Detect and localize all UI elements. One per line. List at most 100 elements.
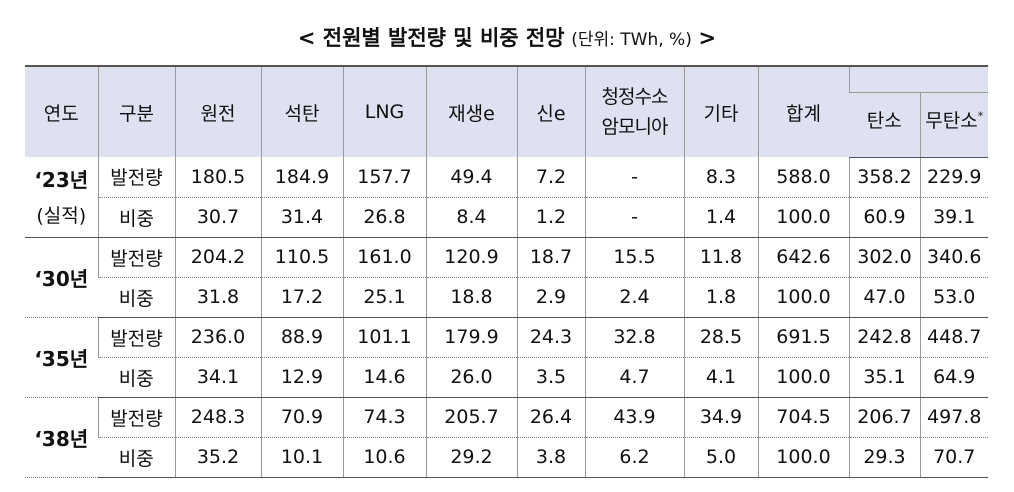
kind-cell: 발전량	[97, 157, 175, 198]
value-coal: 31.4	[260, 197, 343, 238]
table-row: 비중 35.2 10.1 10.6 29.2 3.8 6.2 5.0 100.0…	[25, 437, 988, 478]
value-total: 100.0	[757, 357, 849, 398]
kind-cell: 비중	[98, 437, 175, 478]
kind-cell: 비중	[97, 197, 175, 238]
value-other: 28.5	[683, 317, 758, 358]
value-new-energy: 3.5	[516, 357, 585, 398]
year-note-2023: (실적)	[25, 197, 98, 238]
value-total: 100.0	[757, 437, 849, 478]
table-row: (실적) 비중 30.7 31.4 26.8 8.4 1.2 - 1.4 100…	[25, 197, 988, 238]
header-carbon-free-label: 무탄소	[925, 110, 978, 132]
title-unit: (단위: TWh, %)	[571, 30, 692, 50]
value-nuclear: 31.8	[174, 277, 261, 318]
value-nuclear: 180.5	[174, 157, 261, 198]
header-clean-hydrogen-line2: 암모니아	[601, 116, 669, 138]
header-nuclear: 원전	[174, 65, 261, 157]
value-clean-hydrogen: 4.7	[584, 357, 684, 398]
table-row: ‘30년 발전량 204.2 110.5 161.0 120.9 18.7 15…	[25, 237, 988, 318]
title-main: < 전원별 발전량 및 비중 전망	[297, 26, 565, 50]
year-cell-2023: ‘23년	[34, 168, 89, 192]
value-clean-hydrogen: 32.8	[584, 317, 684, 358]
value-other: 34.9	[683, 397, 758, 438]
table-row: 비중 34.1 12.9 14.6 26.0 3.5 4.7 4.1 100.0…	[25, 357, 988, 398]
value-new-energy: 2.9	[516, 277, 585, 318]
header-carbon-free: 무탄소*	[919, 91, 988, 158]
value-renewable: 49.4	[425, 157, 517, 198]
value-nuclear: 34.1	[174, 357, 261, 398]
value-other: 5.0	[683, 437, 758, 478]
header-year: 연도	[25, 65, 98, 157]
value-new-energy: 1.2	[516, 197, 585, 238]
value-lng: 25.1	[342, 277, 426, 318]
value-renewable: 179.9	[425, 317, 517, 358]
value-other: 8.3	[683, 157, 758, 198]
header-coal: 석탄	[260, 65, 343, 157]
title-close: >	[698, 26, 717, 50]
value-lng: 26.8	[342, 197, 426, 238]
value-lng: 74.3	[342, 397, 426, 438]
value-carbon-free: 39.1	[919, 197, 988, 238]
value-carbon-free: 497.8	[919, 397, 988, 438]
value-nuclear: 236.0	[174, 317, 261, 358]
value-carbon: 358.2	[848, 157, 920, 198]
value-total: 642.6	[757, 237, 849, 278]
value-coal: 110.5	[260, 237, 343, 278]
value-coal: 184.9	[260, 157, 343, 198]
value-renewable: 8.4	[425, 197, 517, 238]
kind-cell: 발전량	[97, 317, 175, 358]
value-carbon-free: 53.0	[919, 277, 988, 318]
generation-mix-table: 연도 구분 원전 석탄 LNG 재생e 신e 청정수소 암모니아 기타 합계 탄…	[25, 65, 988, 478]
kind-cell: 발전량	[97, 397, 175, 438]
value-lng: 14.6	[342, 357, 426, 398]
value-clean-hydrogen: 6.2	[584, 437, 684, 478]
value-carbon: 60.9	[848, 197, 920, 238]
value-renewable: 120.9	[425, 237, 517, 278]
value-coal: 70.9	[260, 397, 343, 438]
value-coal: 17.2	[260, 277, 343, 318]
value-new-energy: 26.4	[516, 397, 585, 438]
value-renewable: 18.8	[425, 277, 517, 318]
table-row: ‘35년 발전량 236.0 88.9 101.1 179.9 24.3 32.…	[25, 317, 988, 398]
table-row: ‘38년 발전량 248.3 70.9 74.3 205.7 26.4 43.9…	[25, 397, 988, 478]
year-cell-2038: ‘38년	[25, 397, 98, 478]
value-clean-hydrogen: 2.4	[584, 277, 684, 318]
value-carbon: 242.8	[848, 317, 920, 358]
value-lng: 10.6	[342, 437, 426, 478]
value-nuclear: 35.2	[174, 437, 261, 478]
value-lng: 157.7	[342, 157, 426, 198]
value-other: 1.8	[683, 277, 758, 318]
value-lng: 101.1	[342, 317, 426, 358]
kind-cell: 비중	[98, 357, 175, 398]
value-renewable: 26.0	[425, 357, 517, 398]
kind-cell: 발전량	[97, 237, 175, 278]
value-nuclear: 204.2	[174, 237, 261, 278]
value-clean-hydrogen: 15.5	[584, 237, 684, 278]
value-other: 11.8	[683, 237, 758, 278]
year-cell-2035: ‘35년	[25, 317, 98, 398]
value-clean-hydrogen: 43.9	[584, 397, 684, 438]
header-kind: 구분	[97, 65, 175, 157]
value-carbon: 206.7	[848, 397, 920, 438]
value-new-energy: 7.2	[516, 157, 585, 198]
value-carbon-free: 70.7	[919, 437, 988, 478]
kind-cell: 비중	[98, 277, 175, 318]
value-total: 704.5	[757, 397, 849, 438]
value-total: 100.0	[757, 197, 849, 238]
header-clean-hydrogen-line1: 청정수소	[601, 86, 669, 108]
value-lng: 161.0	[342, 237, 426, 278]
value-total: 100.0	[757, 277, 849, 318]
year-cell-2030: ‘30년	[25, 237, 98, 318]
header-total: 합계	[757, 65, 849, 157]
value-carbon: 47.0	[848, 277, 920, 318]
value-renewable: 29.2	[425, 437, 517, 478]
value-carbon-free: 448.7	[919, 317, 988, 358]
value-coal: 10.1	[260, 437, 343, 478]
value-total: 691.5	[757, 317, 849, 358]
value-carbon-free: 229.9	[919, 157, 988, 198]
value-total: 588.0	[757, 157, 849, 198]
header-carbon: 탄소	[849, 91, 920, 158]
value-clean-hydrogen: -	[584, 197, 684, 238]
header-new-energy: 신e	[516, 65, 585, 157]
value-new-energy: 24.3	[516, 317, 585, 358]
value-other: 1.4	[683, 197, 758, 238]
